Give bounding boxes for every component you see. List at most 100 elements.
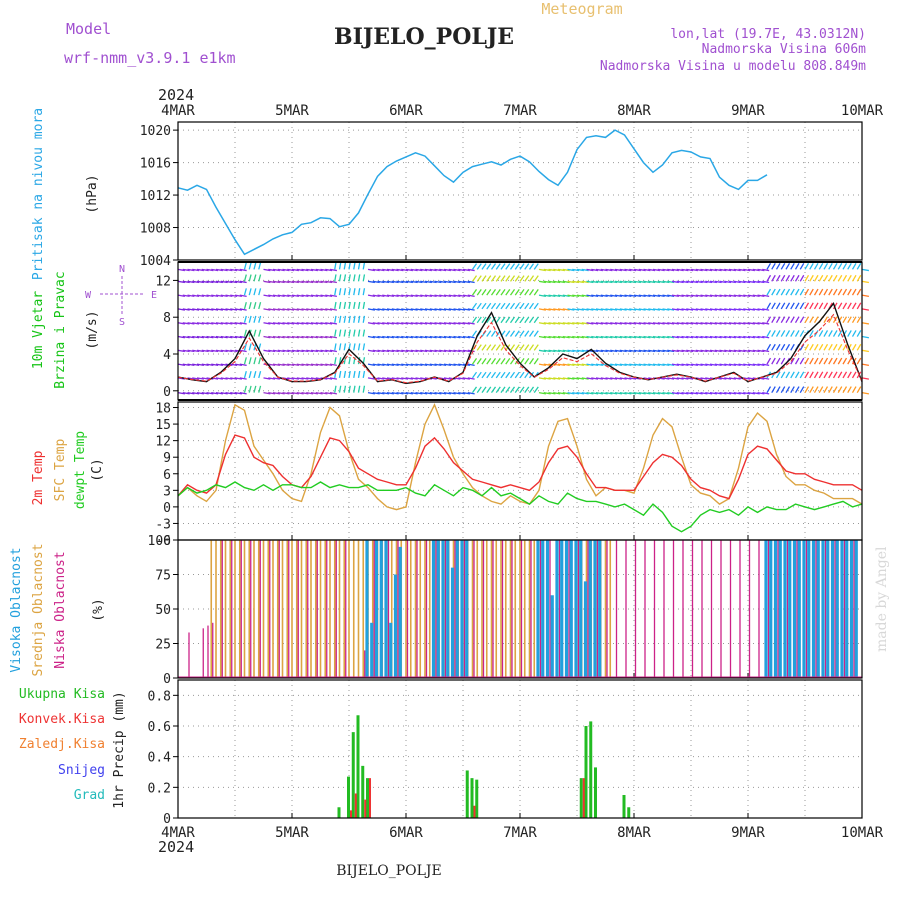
wind-barb bbox=[809, 343, 814, 351]
wind-barb bbox=[648, 294, 656, 297]
wind-barb bbox=[367, 377, 376, 380]
wind-barb bbox=[614, 322, 623, 325]
wind-barb bbox=[619, 268, 627, 272]
wind-barb bbox=[429, 280, 437, 284]
wind-unit: (m/s) bbox=[85, 310, 100, 349]
wind-barb bbox=[605, 280, 613, 284]
wind-barb bbox=[343, 262, 347, 270]
wind-barb bbox=[752, 308, 760, 311]
y-tick-label: 1020 bbox=[140, 124, 171, 139]
wind-barb bbox=[490, 289, 497, 296]
wind-barb bbox=[377, 322, 385, 325]
wind-barb bbox=[562, 391, 570, 395]
wind-barb bbox=[201, 268, 209, 272]
wind-barb bbox=[448, 377, 456, 380]
wind-barb bbox=[823, 357, 829, 365]
wind-barb bbox=[220, 294, 228, 297]
wind-barb bbox=[453, 268, 461, 272]
wind-barb bbox=[296, 391, 304, 395]
wind-barb bbox=[633, 322, 642, 325]
wind-barb bbox=[306, 268, 314, 272]
wind-barb bbox=[225, 294, 233, 297]
wind-barb bbox=[832, 343, 838, 351]
wind-barb bbox=[576, 280, 585, 284]
wind-barb bbox=[719, 391, 727, 395]
wind-barb bbox=[282, 349, 290, 353]
wind-barb bbox=[443, 335, 452, 339]
wind-barb bbox=[724, 335, 732, 339]
wind-barb bbox=[500, 263, 506, 270]
wind-barb bbox=[505, 371, 511, 379]
wind-barb bbox=[832, 357, 838, 365]
wind-barb bbox=[253, 288, 257, 296]
wind-barb bbox=[296, 280, 304, 284]
wind-barb bbox=[738, 349, 746, 353]
wind-barb bbox=[676, 280, 684, 284]
wind-barb bbox=[338, 357, 342, 365]
wind-barb bbox=[481, 263, 487, 270]
wind-barb bbox=[794, 288, 800, 296]
wind-barb bbox=[548, 335, 556, 339]
wind-barb bbox=[306, 280, 314, 284]
wind-barb bbox=[220, 268, 228, 272]
wind-barb bbox=[842, 357, 848, 365]
wind-barb bbox=[538, 377, 547, 380]
wind-barb bbox=[591, 322, 599, 325]
wind-barb bbox=[253, 357, 257, 365]
wind-barb bbox=[733, 294, 741, 297]
wind-barb bbox=[405, 280, 414, 284]
wind-barb bbox=[633, 363, 642, 366]
wind-barb bbox=[239, 308, 247, 311]
wind-barb bbox=[253, 370, 257, 379]
precip-conv-bar bbox=[582, 778, 585, 818]
wind-barb bbox=[248, 370, 252, 379]
wind-barb bbox=[690, 294, 699, 297]
wind-barb bbox=[192, 335, 200, 339]
wind-barb bbox=[847, 330, 852, 337]
wind-barb bbox=[747, 294, 756, 297]
wind-barb bbox=[619, 377, 627, 380]
wind-barb bbox=[572, 363, 580, 366]
wind-barb bbox=[196, 280, 205, 284]
wind-barb bbox=[809, 386, 814, 393]
wind-barb bbox=[357, 274, 361, 282]
wind-barb bbox=[396, 280, 404, 284]
wind-barb bbox=[495, 289, 501, 296]
wind-barb bbox=[353, 301, 356, 310]
wind-barb bbox=[211, 268, 219, 272]
wind-barb bbox=[785, 274, 791, 282]
wind-barb bbox=[420, 349, 428, 353]
wind-barb bbox=[818, 386, 824, 393]
page-title: BIJELO_POLJE bbox=[334, 24, 514, 50]
wind-barb bbox=[714, 363, 722, 366]
wind-barb bbox=[215, 363, 224, 366]
wind-barb bbox=[287, 349, 295, 353]
wind-barb bbox=[476, 371, 482, 379]
wind-barb bbox=[728, 335, 737, 339]
wind-barb bbox=[424, 294, 433, 297]
wind-barb bbox=[562, 268, 570, 272]
wind-barb bbox=[401, 349, 409, 353]
wind-barb bbox=[581, 280, 589, 284]
wind-barb bbox=[424, 308, 433, 311]
wind-barb bbox=[842, 288, 848, 296]
wind-barb bbox=[391, 280, 399, 284]
wind-barb bbox=[471, 302, 478, 310]
wind-barb bbox=[177, 294, 186, 297]
wind-barb bbox=[695, 308, 703, 311]
wind-barb bbox=[671, 308, 680, 311]
precip-conv-bar bbox=[354, 793, 357, 818]
wind-barb bbox=[429, 335, 437, 339]
wind-barb bbox=[533, 386, 539, 394]
wind-barb bbox=[206, 349, 214, 353]
wind-barb bbox=[823, 386, 829, 393]
wind-barb bbox=[624, 391, 632, 395]
wind-barb bbox=[799, 262, 805, 270]
wind-barb bbox=[538, 308, 547, 311]
wind-barb bbox=[343, 370, 347, 379]
wind-barb bbox=[861, 363, 870, 366]
wind-barb bbox=[790, 274, 795, 282]
wind-barb bbox=[828, 371, 833, 379]
wind-barb bbox=[367, 268, 376, 272]
